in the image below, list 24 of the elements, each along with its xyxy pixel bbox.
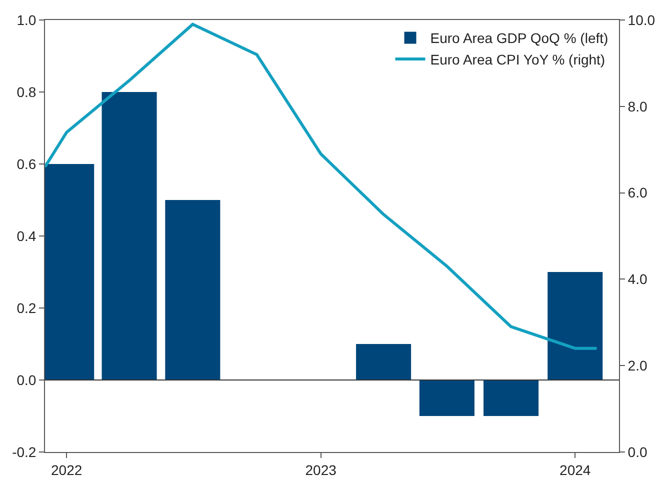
y-tick-label: 1.0 [16,12,36,28]
legend-label: Euro Area GDP QoQ % (left) [430,30,608,46]
y-tick-label: 0.4 [16,228,36,244]
y2-tick-label: 2.0 [628,358,648,374]
y2-tick-label: 6.0 [628,184,648,201]
bar [548,272,603,380]
bar [356,344,412,380]
y-tick-label: 0.8 [16,84,36,100]
y2-tick-label: 0.0 [628,444,648,460]
y-tick-label: -0.2 [12,444,36,460]
bar [484,380,539,416]
y2-tick-label: 4.0 [628,271,648,288]
y-tick-label: 0.6 [16,156,36,172]
y-tick-label: 0.2 [16,300,36,316]
bar [102,92,157,380]
y-tick-label: 0.0 [16,372,36,388]
y2-tick-label: 8.0 [628,98,648,114]
x-tick-label: 2024 [560,462,591,478]
x-tick-label: 2022 [51,462,82,478]
legend-label: Euro Area CPI YoY % (right) [430,51,606,68]
y2-tick-label: 10.0 [628,12,656,28]
bar [419,380,474,416]
bar [165,200,220,380]
x-tick-label: 2023 [305,462,337,478]
